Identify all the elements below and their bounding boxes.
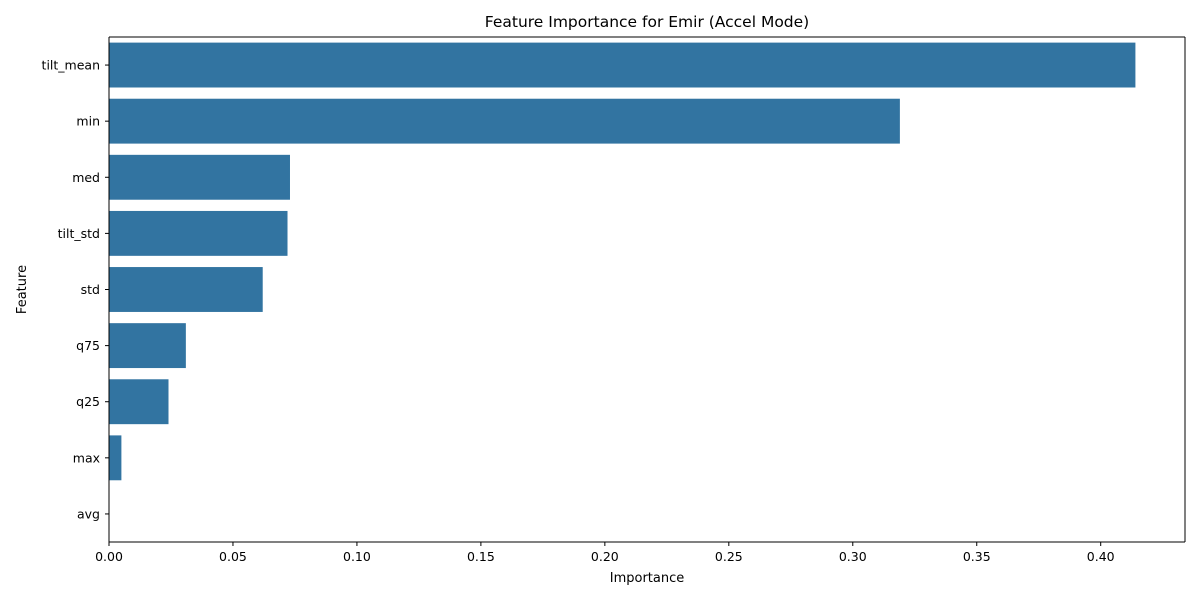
- x-tick-label: 0.35: [963, 549, 991, 564]
- x-axis-title: Importance: [610, 571, 685, 586]
- y-tick-label: q75: [76, 338, 100, 353]
- y-tick-label: tilt_std: [58, 226, 100, 241]
- bar-std: [109, 267, 263, 312]
- x-tick-label: 0.00: [95, 549, 123, 564]
- y-tick-label: avg: [77, 506, 100, 521]
- x-tick-label: 0.40: [1087, 549, 1115, 564]
- bar-q25: [109, 379, 169, 425]
- bar-max: [109, 435, 122, 481]
- x-tick-label: 0.25: [715, 549, 743, 564]
- bars-group: [109, 42, 1136, 481]
- x-tick-label: 0.15: [467, 549, 495, 564]
- y-tick-label: tilt_mean: [42, 58, 100, 73]
- y-tick-label: min: [76, 114, 100, 129]
- x-tick-label: 0.30: [839, 549, 867, 564]
- bar-tilt_mean: [109, 42, 1136, 88]
- y-tick-label: std: [81, 282, 100, 297]
- y-tick-label: med: [72, 170, 100, 185]
- chart-title: Feature Importance for Emir (Accel Mode): [485, 13, 809, 31]
- x-tick-label: 0.10: [343, 549, 371, 564]
- bar-q75: [109, 323, 186, 369]
- x-tick-label: 0.05: [219, 549, 247, 564]
- x-tick-label: 0.20: [591, 549, 619, 564]
- y-tick-label: q25: [76, 394, 100, 409]
- y-tick-label: max: [73, 450, 100, 465]
- y-axis-title: Feature: [15, 265, 30, 314]
- bar-min: [109, 98, 900, 144]
- bar-tilt_std: [109, 210, 288, 256]
- bar-med: [109, 154, 290, 200]
